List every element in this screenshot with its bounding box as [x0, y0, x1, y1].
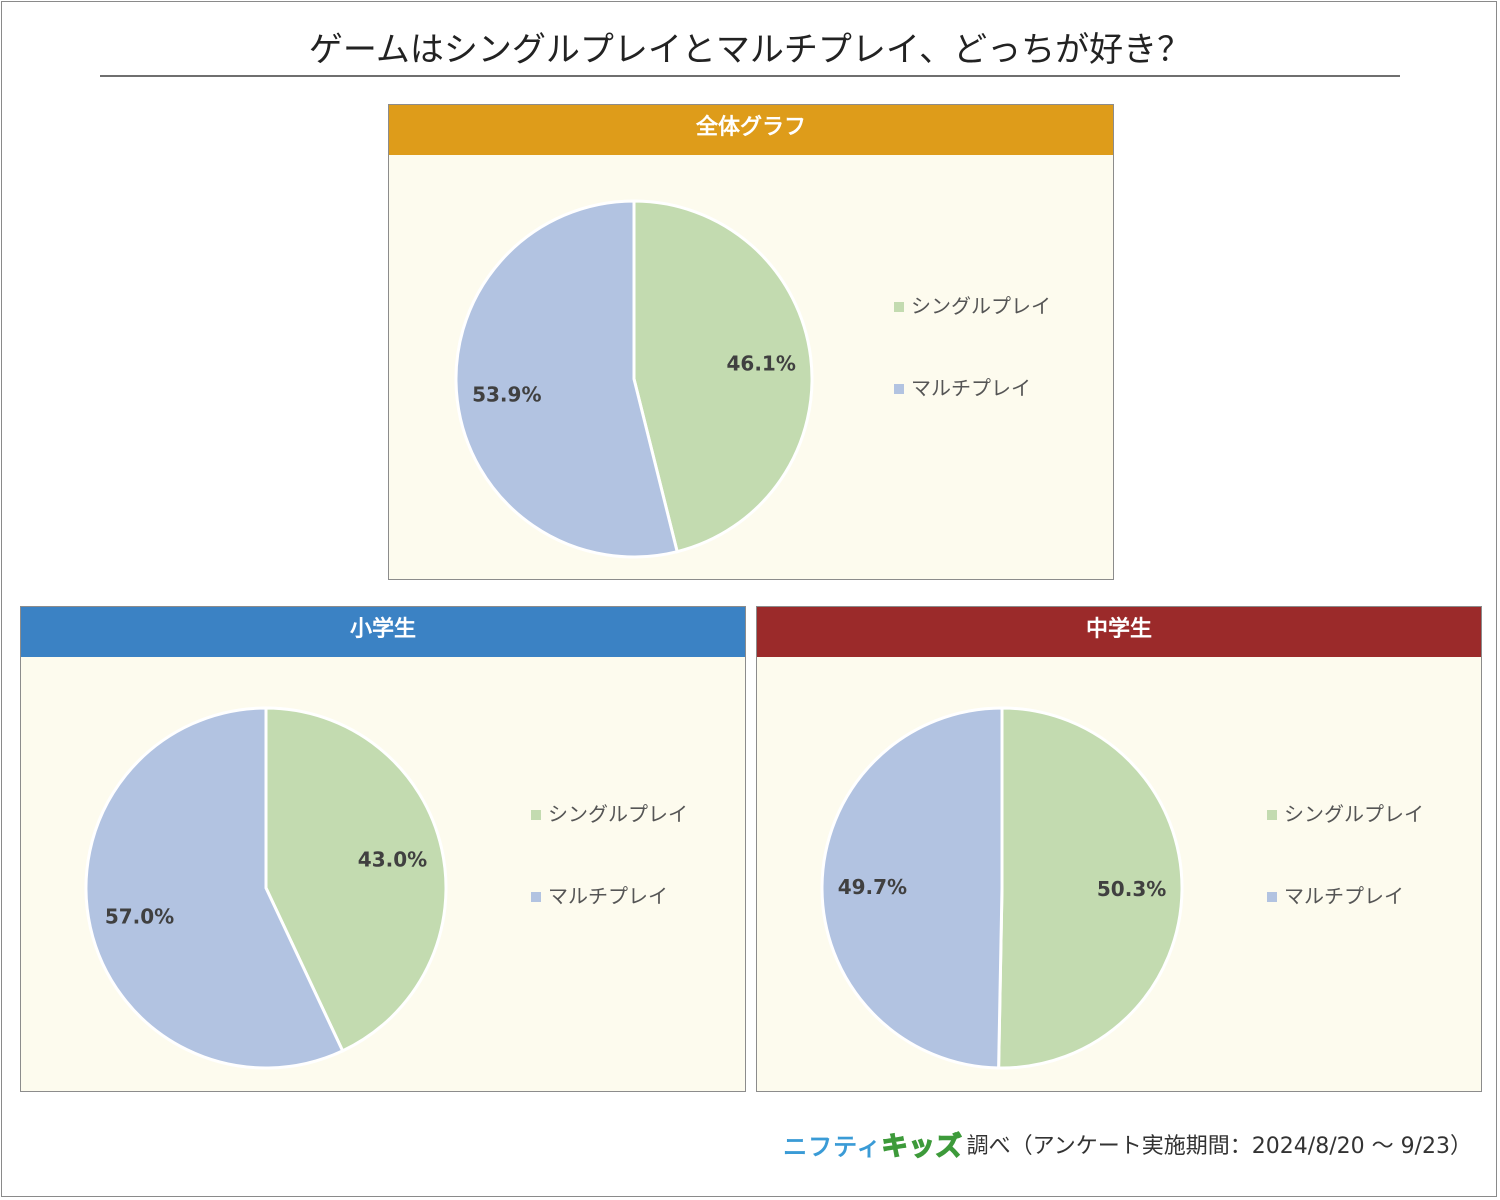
- elementary-chart-panel: 43.0% 57.0% シングルプレイ マルチプレイ 小学生: [20, 606, 746, 1092]
- footer-credit: ニフティ キッズ 調べ（アンケート実施期間：2024/8/20 ～ 9/23）: [783, 1124, 1472, 1164]
- elementary-legend-label-multi: マルチプレイ: [548, 884, 668, 908]
- junior-high-chart-panel: 50.3% 49.7% シングルプレイ マルチプレイ 中学生: [756, 606, 1482, 1092]
- elementary-label-single: 43.0%: [358, 848, 427, 872]
- overall-legend-label-multi: マルチプレイ: [911, 376, 1031, 400]
- elementary-slice-multi: [84, 706, 345, 1070]
- overall-panel-header: 全体グラフ: [389, 105, 1113, 155]
- logo-text-nifty: ニフティ: [783, 1132, 882, 1161]
- elementary-legend-swatch-multi: [531, 892, 541, 902]
- junior-high-label-single: 50.3%: [1097, 877, 1166, 901]
- elementary-panel-header: 小学生: [21, 607, 745, 657]
- overall-slice-single: [632, 199, 814, 554]
- elementary-label-multi: 57.0%: [105, 904, 174, 928]
- elementary-legend-label-single: シングルプレイ: [548, 802, 688, 826]
- survey-period-text: 調べ（アンケート実施期間：2024/8/20 ～ 9/23）: [966, 1134, 1472, 1159]
- junior-high-legend-label-single: シングルプレイ: [1284, 802, 1424, 826]
- niftykids-logo: ニフティ キッズ: [783, 1126, 963, 1163]
- elementary-legend-swatch-single: [531, 810, 541, 820]
- junior-high-label-multi: 49.7%: [838, 875, 907, 899]
- junior-high-legend-label-multi: マルチプレイ: [1284, 884, 1404, 908]
- overall-legend-label-single: シングルプレイ: [911, 294, 1051, 318]
- overall-label-multi: 53.9%: [472, 383, 541, 407]
- junior-high-slice-multi: [820, 706, 1004, 1070]
- junior-high-slice-single: [997, 706, 1184, 1070]
- overall-slice-multi: [454, 199, 680, 559]
- junior-high-panel-header: 中学生: [757, 607, 1481, 657]
- junior-high-legend-swatch-multi: [1267, 892, 1277, 902]
- junior-high-legend-swatch-single: [1267, 810, 1277, 820]
- page-title: ゲームはシングルプレイとマルチプレイ、どっちが好き？: [308, 30, 1192, 70]
- title-divider: [100, 75, 1400, 77]
- elementary-slice-single: [264, 706, 448, 1053]
- logo-text-kids: キッズ: [881, 1131, 963, 1163]
- overall-label-single: 46.1%: [727, 351, 796, 375]
- overall-legend-swatch-single: [894, 302, 904, 312]
- overall-legend-swatch-multi: [894, 384, 904, 394]
- overall-chart-panel: 46.1% 53.9% シングルプレイ マルチプレイ 全体グラフ: [388, 104, 1114, 580]
